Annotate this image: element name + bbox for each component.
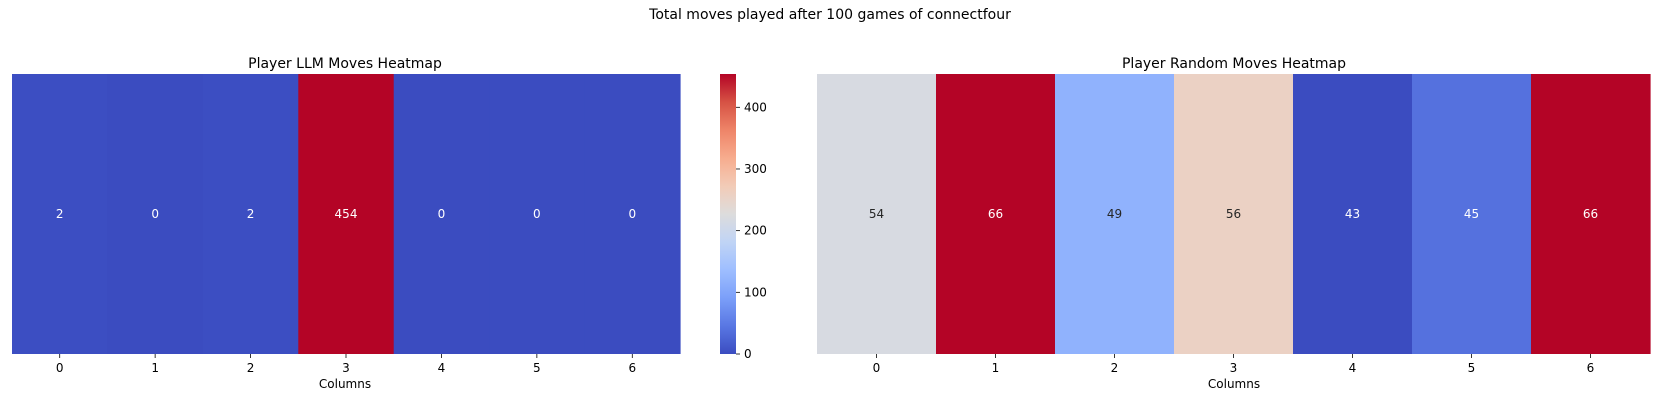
llm-cell: [489, 74, 586, 354]
llm-xtick-label: 1: [151, 361, 159, 375]
random-cell-value: 45: [1464, 207, 1479, 221]
llm-heatmap-cells: 2 0 2 454 0 0 0: [12, 74, 681, 354]
random-cell-value: 66: [1583, 207, 1598, 221]
llm-cell-value: 2: [56, 207, 64, 221]
colorbar-gradient: [720, 74, 736, 354]
llm-cell: [12, 74, 109, 354]
llm-heatmap-xlabel: Columns: [319, 377, 371, 391]
llm-heatmap-title: Player LLM Moves Heatmap: [248, 56, 442, 72]
llm-cell-value: 0: [533, 207, 541, 221]
random-xtick-label: 0: [873, 361, 881, 375]
random-cell-value: 66: [988, 207, 1003, 221]
llm-cell-value: 0: [438, 207, 446, 221]
llm-cell: [393, 74, 490, 354]
random-xtick-label: 4: [1349, 361, 1357, 375]
random-heatmap-cells: 54 66 49 56 43 45 66: [817, 74, 1651, 354]
llm-cell: [107, 74, 204, 354]
llm-colorbar: 0 100 200 300 400: [720, 74, 767, 361]
random-cell: [817, 74, 937, 354]
random-cell: [1531, 74, 1651, 354]
random-cell-value: 43: [1345, 207, 1360, 221]
random-cell-value: 54: [869, 207, 884, 221]
random-cell-value: 49: [1107, 207, 1122, 221]
llm-cell: [584, 74, 681, 354]
colorbar-tick-label: 400: [744, 100, 767, 114]
colorbar-ticks: 0 100 200 300 400: [736, 100, 767, 361]
random-heatmap-title: Player Random Moves Heatmap: [1122, 56, 1346, 72]
llm-xtick-label: 0: [56, 361, 64, 375]
random-cell: [1412, 74, 1532, 354]
random-heatmap-xticks: 0 1 2 3 4 5 6: [873, 354, 1595, 375]
llm-cell-value: 0: [628, 207, 636, 221]
llm-cell-value: 2: [247, 207, 255, 221]
llm-xtick-label: 5: [533, 361, 541, 375]
llm-cell-value: 0: [151, 207, 159, 221]
colorbar-tick-label: 300: [744, 162, 767, 176]
llm-heatmap-xticks: 0 1 2 3 4 5 6: [56, 354, 636, 375]
llm-xtick-label: 4: [438, 361, 446, 375]
llm-xtick-label: 6: [628, 361, 636, 375]
llm-heatmap: Player LLM Moves Heatmap 2 0 2 454 0 0 0 0 1 2 3 4…: [12, 56, 681, 391]
llm-xtick-label: 2: [247, 361, 255, 375]
random-xtick-label: 2: [1111, 361, 1119, 375]
llm-cell-value: 454: [335, 207, 358, 221]
random-xtick-label: 1: [992, 361, 1000, 375]
random-xtick-label: 3: [1230, 361, 1238, 375]
random-cell-value: 56: [1226, 207, 1241, 221]
random-xtick-label: 5: [1468, 361, 1476, 375]
llm-cell: [202, 74, 299, 354]
random-cell: [1293, 74, 1413, 354]
random-heatmap-xlabel: Columns: [1208, 377, 1260, 391]
figure-suptitle: Total moves played after 100 games of co…: [648, 7, 1011, 23]
random-cell: [1174, 74, 1294, 354]
colorbar-tick-label: 100: [744, 285, 767, 299]
llm-cell: [298, 74, 395, 354]
llm-xtick-label: 3: [342, 361, 350, 375]
random-cell: [1055, 74, 1175, 354]
colorbar-tick-label: 200: [744, 224, 767, 238]
random-cell: [936, 74, 1056, 354]
colorbar-tick-label: 0: [744, 347, 752, 361]
random-heatmap: Player Random Moves Heatmap 54 66 49 56 43 45…: [817, 56, 1651, 391]
random-xtick-label: 6: [1587, 361, 1595, 375]
